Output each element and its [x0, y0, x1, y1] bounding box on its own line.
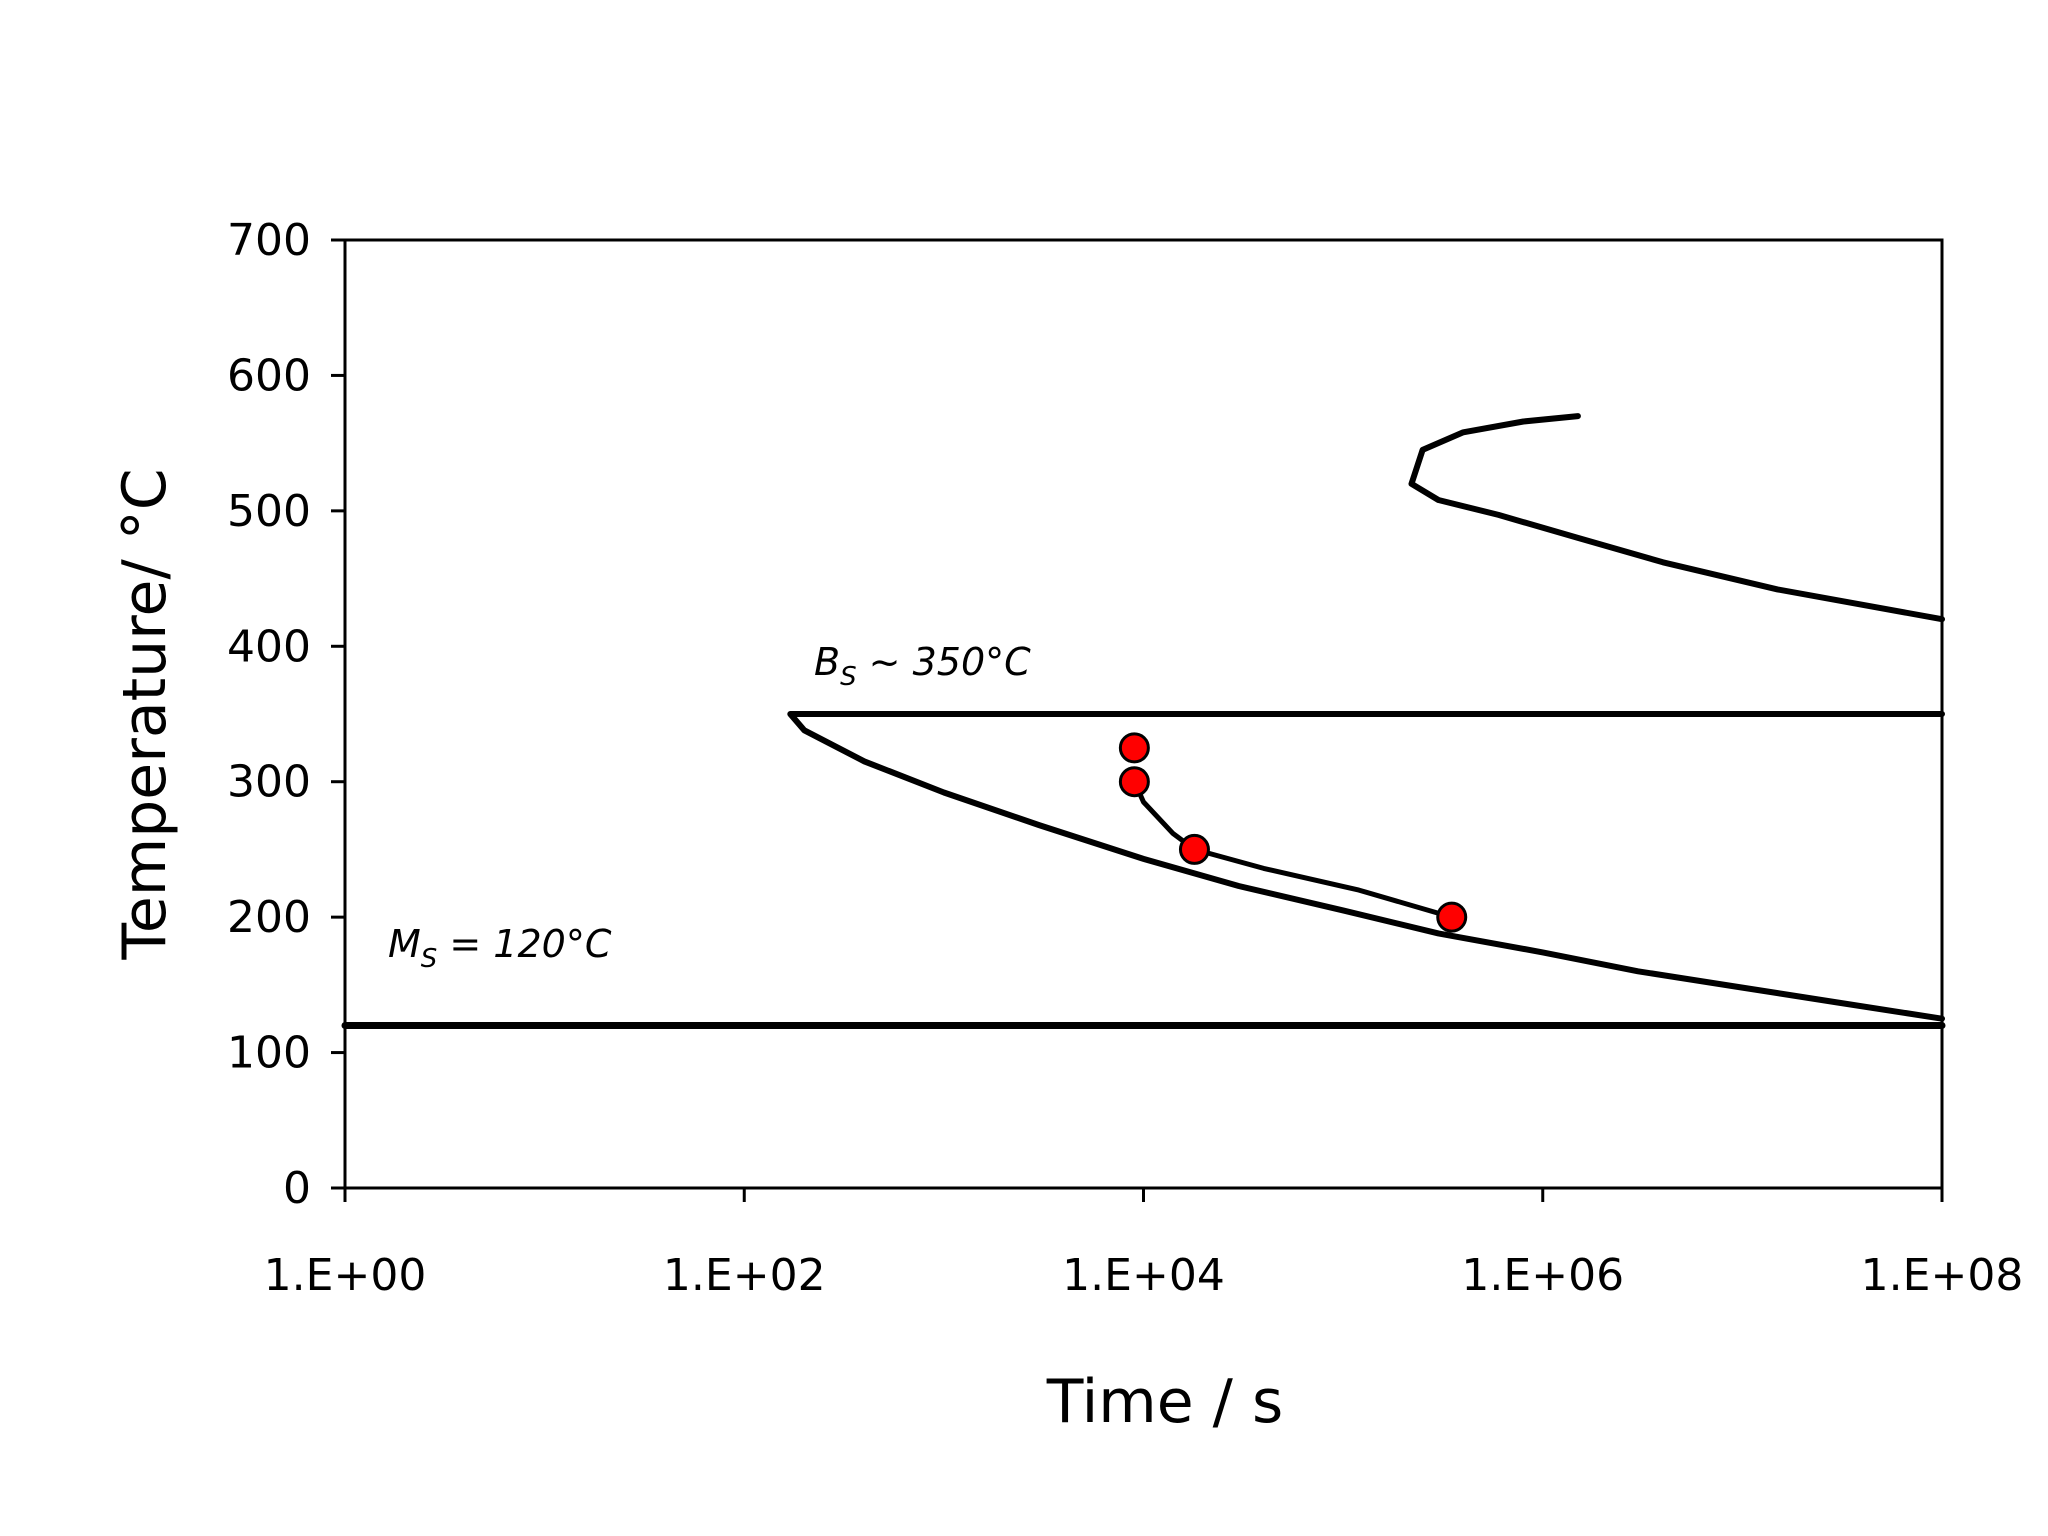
ms-annotation: MS = 120°C [388, 922, 612, 974]
curves [341, 413, 1946, 1029]
data-point [1178, 833, 1210, 865]
y-tick-label: 500 [227, 486, 311, 537]
data-point [1436, 901, 1468, 933]
data-point [1118, 732, 1150, 764]
y-tick-label: 700 [227, 215, 311, 266]
y-tick-label: 100 [227, 1028, 311, 1079]
x-tick-label: 1.E+00 [264, 1250, 427, 1301]
bs-annotation: BS ~ 350°C [814, 640, 1031, 692]
x-tick-label: 1.E+04 [1062, 1250, 1225, 1301]
data-points [1118, 732, 1468, 933]
y-tick-label: 0 [283, 1163, 311, 1214]
y-tick-label: 200 [227, 892, 311, 943]
curve-lower-c-curve [787, 711, 1945, 1022]
x-axis-title: Time / s [1046, 1367, 1283, 1437]
y-tick-label: 400 [227, 621, 311, 672]
y-axis-title: Temperature/ °C [110, 468, 180, 960]
data-point [1118, 766, 1150, 798]
x-tick-label: 1.E+06 [1461, 1250, 1624, 1301]
axis-ticks: 1.E+00 1.E+02 1.E+04 1.E+06 1.E+08 0 100 200 300… [227, 215, 2023, 1301]
curve-upper-c-curve [1408, 413, 1945, 623]
x-tick-label: 1.E+08 [1861, 1250, 2024, 1301]
y-tick-label: 300 [227, 757, 311, 808]
y-tick-label: 600 [227, 350, 311, 401]
x-tick-label: 1.E+02 [663, 1250, 826, 1301]
